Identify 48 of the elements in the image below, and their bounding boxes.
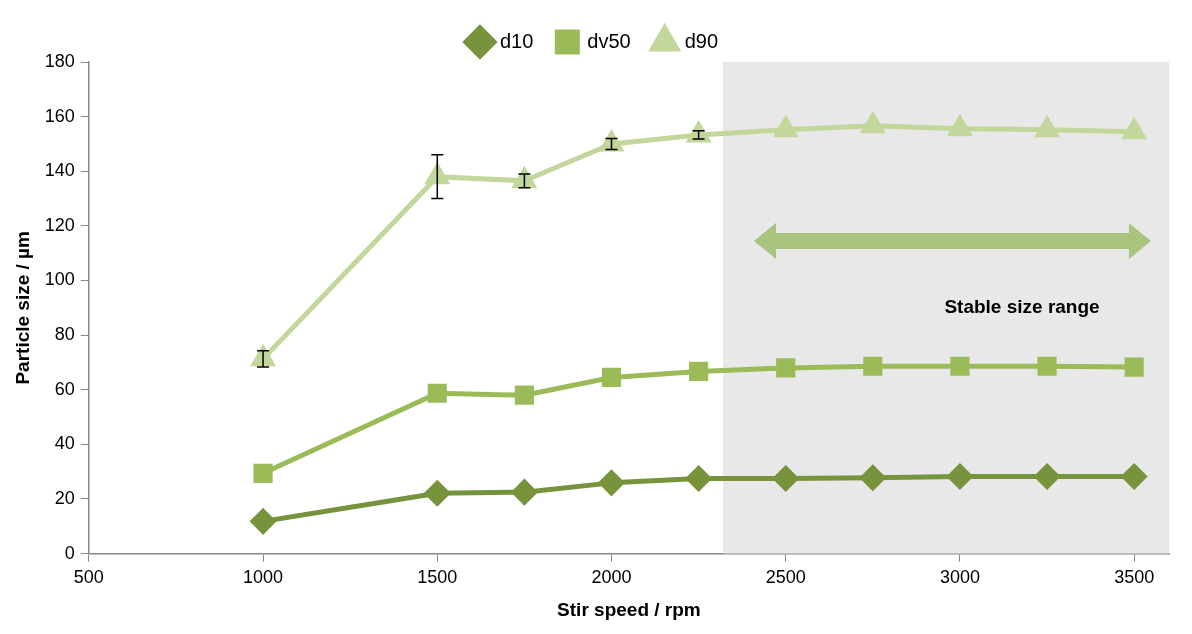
x-tick-label: 3500 <box>1114 567 1155 588</box>
point <box>773 465 799 491</box>
point <box>250 508 276 534</box>
point <box>950 356 970 376</box>
x-tick-label: 1000 <box>243 567 284 588</box>
y-axis-title: Particle size / µm <box>11 231 33 385</box>
point <box>863 356 883 376</box>
point <box>1123 119 1146 140</box>
band-label: Stable size range <box>944 296 1100 318</box>
legend-label: d10 <box>499 29 534 52</box>
point <box>689 361 709 382</box>
y-tick-label: 80 <box>54 324 75 345</box>
x-axis-title: Stir speed / rpm <box>557 598 701 620</box>
legend-label: d90 <box>684 29 719 52</box>
point <box>514 385 534 405</box>
point <box>948 116 972 137</box>
point <box>1034 464 1060 490</box>
y-tick-label: 140 <box>44 160 75 181</box>
y-tick-label: 20 <box>54 487 75 508</box>
point <box>860 465 886 491</box>
point <box>1124 357 1144 377</box>
x-tick-label: 500 <box>73 567 104 588</box>
y-tick-label: 160 <box>44 105 75 126</box>
point <box>601 367 622 388</box>
point <box>598 470 624 496</box>
x-tick-label: 3000 <box>939 567 980 588</box>
point <box>1035 117 1059 138</box>
y-tick-label: 0 <box>64 542 75 563</box>
point <box>686 465 712 491</box>
point <box>1037 356 1057 376</box>
y-tick-label: 120 <box>44 214 75 235</box>
point <box>511 479 537 505</box>
point <box>776 358 796 378</box>
y-tick-label: 180 <box>44 50 75 71</box>
x-tick-label: 1500 <box>417 567 458 588</box>
point <box>427 383 447 403</box>
point <box>861 113 884 134</box>
point <box>774 117 797 138</box>
y-tick-label: 100 <box>44 269 75 290</box>
point <box>253 463 273 483</box>
legend-label: dv50 <box>587 29 631 52</box>
point <box>1121 464 1147 490</box>
x-tick-label: 2000 <box>591 567 632 588</box>
point <box>424 480 450 506</box>
point <box>947 464 973 490</box>
y-tick-label: 40 <box>54 433 75 454</box>
y-tick-label: 60 <box>54 378 75 399</box>
x-tick-label: 2500 <box>765 567 806 588</box>
